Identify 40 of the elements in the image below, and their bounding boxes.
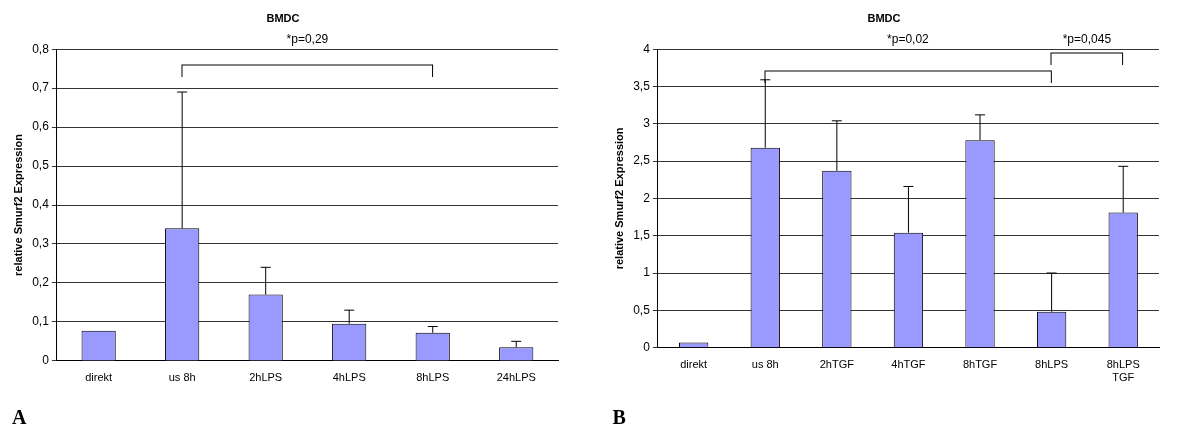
x-tick-label: 8hLPS: [416, 371, 450, 384]
y-tick-label: 0,5: [32, 158, 50, 173]
text: *p=0,29: [285, 32, 330, 47]
y-tick-label: 3,5: [632, 78, 650, 93]
y-axis-title: relative Smurf2 Expression: [11, 133, 24, 276]
x-tick-label: 4hLPS: [332, 371, 366, 384]
x-tick-label: direkt: [85, 371, 113, 384]
y-tick-label: 4: [642, 41, 650, 56]
x-tick-label: direkt: [679, 358, 707, 371]
x-tick-label: 24hLPS: [496, 371, 536, 384]
y-tick-label: 0,4: [32, 197, 50, 212]
y-tick-label: 2: [642, 190, 650, 205]
chart-title: BMDC: [867, 11, 901, 24]
text: A: [12, 406, 28, 429]
y-tick-label: 0,3: [32, 236, 50, 251]
x-tick-label: us 8h: [751, 358, 779, 371]
y-axis-title: relative Smurf2 Expression: [612, 127, 625, 270]
y-tick-label: 3: [642, 116, 650, 131]
x-tick-label: us 8h: [168, 371, 196, 384]
y-tick-label: 1: [642, 265, 650, 280]
y-tick-label: 0,1: [32, 314, 50, 329]
text: *p=0,045: [1061, 32, 1113, 47]
y-tick-label: 0,2: [32, 275, 50, 290]
y-tick-label: 0,7: [32, 80, 50, 95]
x-tick-label: 8hTGF: [962, 358, 997, 371]
y-tick-label: 2,5: [632, 153, 650, 168]
y-tick-label: 0: [642, 339, 650, 354]
text: B: [612, 406, 627, 429]
x-tick-label: 2hTGF: [819, 358, 854, 371]
y-tick-label: 0: [42, 353, 50, 368]
text: *p=0,02: [886, 32, 930, 47]
y-tick-label: 0,8: [32, 41, 50, 56]
x-tick-label: 8hLPS: [1034, 358, 1068, 371]
y-tick-label: 1,5: [632, 228, 650, 243]
y-tick-label: 0,6: [32, 119, 50, 134]
x-tick-label: 4hTGF: [890, 358, 926, 371]
x-tick-label: 8hLPS TGF: [1106, 358, 1140, 384]
x-tick-label: 2hLPS: [249, 371, 283, 384]
y-tick-label: 0,5: [632, 302, 650, 317]
chart-title: BMDC: [266, 11, 300, 24]
